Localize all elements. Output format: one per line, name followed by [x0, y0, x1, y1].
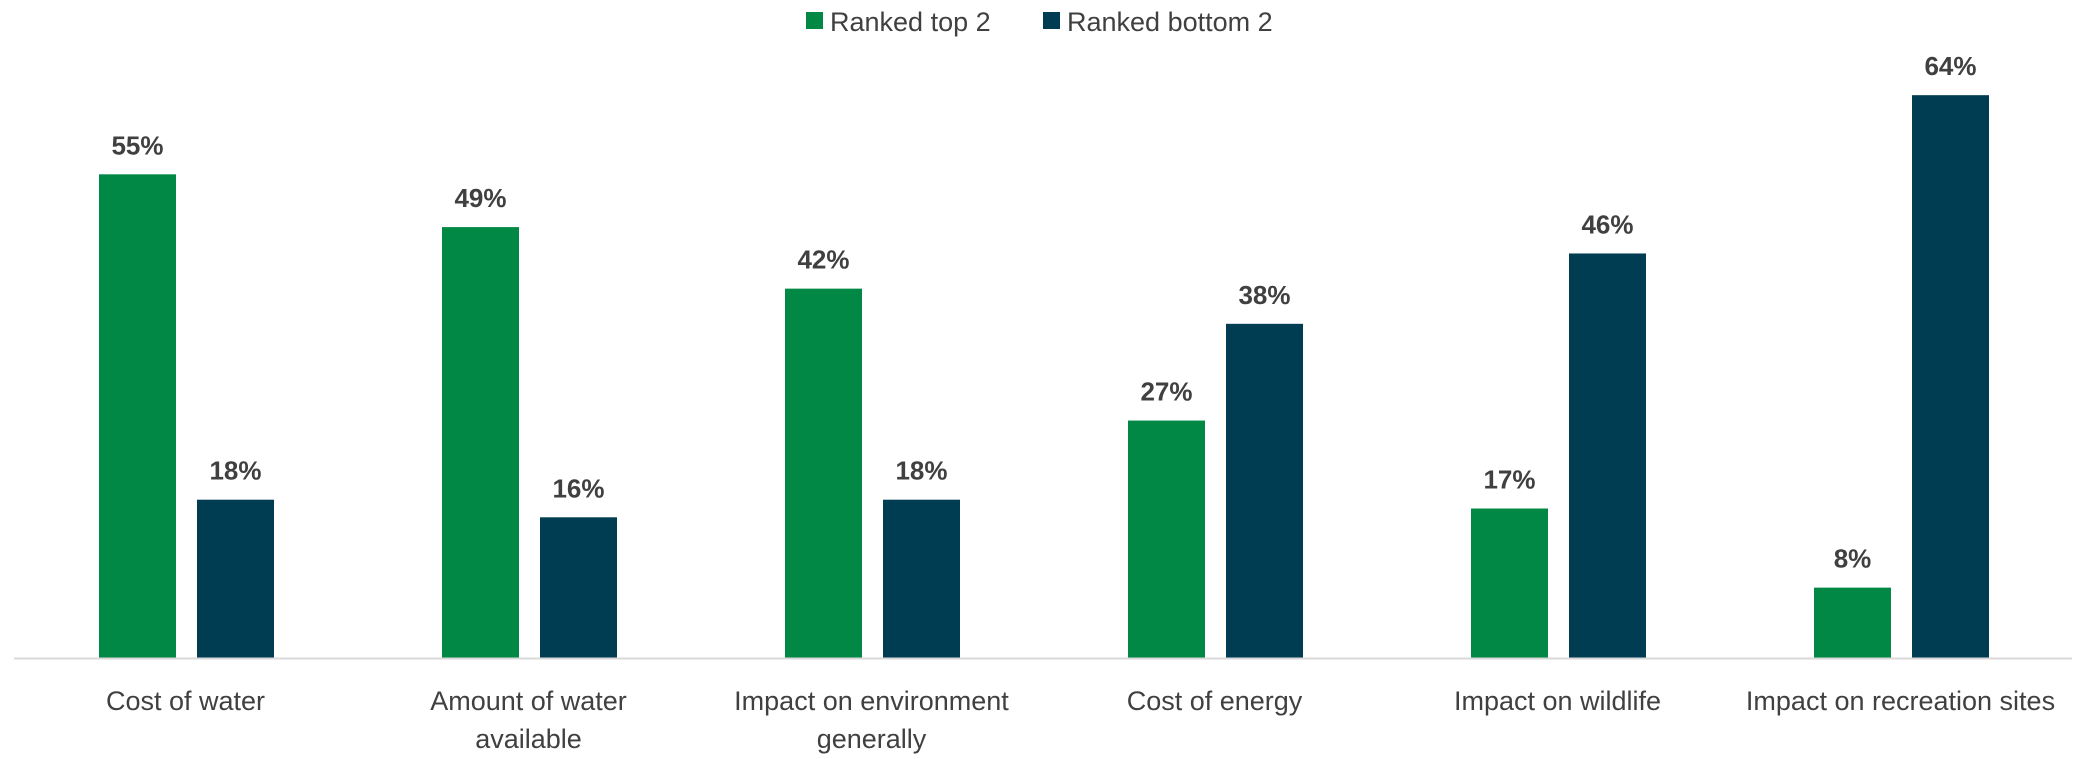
data-label-series1-cat6: 8% — [1834, 544, 1872, 574]
bar-series2-cat2 — [540, 517, 617, 658]
bar-series2-cat3 — [883, 499, 960, 658]
data-label-series1-cat3: 42% — [797, 245, 849, 275]
data-label-series1-cat5: 17% — [1483, 465, 1535, 495]
bar-series1-cat6 — [1814, 587, 1891, 658]
data-label-series2-cat6: 64% — [1924, 51, 1976, 81]
bar-series1-cat1 — [99, 174, 176, 658]
data-label-series2-cat2: 16% — [552, 473, 604, 503]
data-labels: 55% 18% 49% 16% 42% 18% 27% 38% 17% 46% 8% 64% — [111, 51, 1976, 573]
bar-series1-cat5 — [1471, 508, 1548, 658]
legend: Ranked top 2 Ranked bottom 2 — [806, 7, 1273, 37]
x-axis: Cost of water Amount of water available Imp… — [14, 657, 2072, 754]
data-label-series2-cat3: 18% — [895, 456, 947, 486]
bar-series2-cat6 — [1912, 95, 1989, 659]
legend-label-1: Ranked top 2 — [830, 7, 991, 37]
data-label-series1-cat4: 27% — [1140, 377, 1192, 407]
legend-swatch-1 — [806, 12, 823, 29]
category-label-5: Impact on wildlife — [1454, 686, 1661, 716]
category-label-1: Cost of water — [106, 686, 265, 716]
category-label-4: Cost of energy — [1127, 686, 1303, 716]
data-label-series1-cat1: 55% — [111, 130, 163, 160]
data-label-series2-cat5: 46% — [1581, 209, 1633, 239]
bar-series1-cat4 — [1128, 420, 1205, 658]
bars — [99, 95, 1989, 659]
legend-swatch-2 — [1043, 12, 1060, 29]
bar-series2-cat5 — [1569, 253, 1646, 658]
bar-series2-cat4 — [1226, 323, 1303, 658]
bar-series2-cat1 — [197, 499, 274, 658]
category-label-6: Impact on recreation sites — [1746, 686, 2055, 716]
bar-series1-cat2 — [442, 227, 519, 658]
data-label-series2-cat4: 38% — [1238, 280, 1290, 310]
category-label-3: Impact on environment generally — [734, 686, 1009, 754]
bar-series1-cat3 — [785, 288, 862, 658]
data-label-series2-cat1: 18% — [209, 456, 261, 486]
legend-label-2: Ranked bottom 2 — [1067, 7, 1273, 37]
data-label-series1-cat2: 49% — [454, 183, 506, 213]
category-label-2: Amount of water available — [430, 686, 627, 754]
